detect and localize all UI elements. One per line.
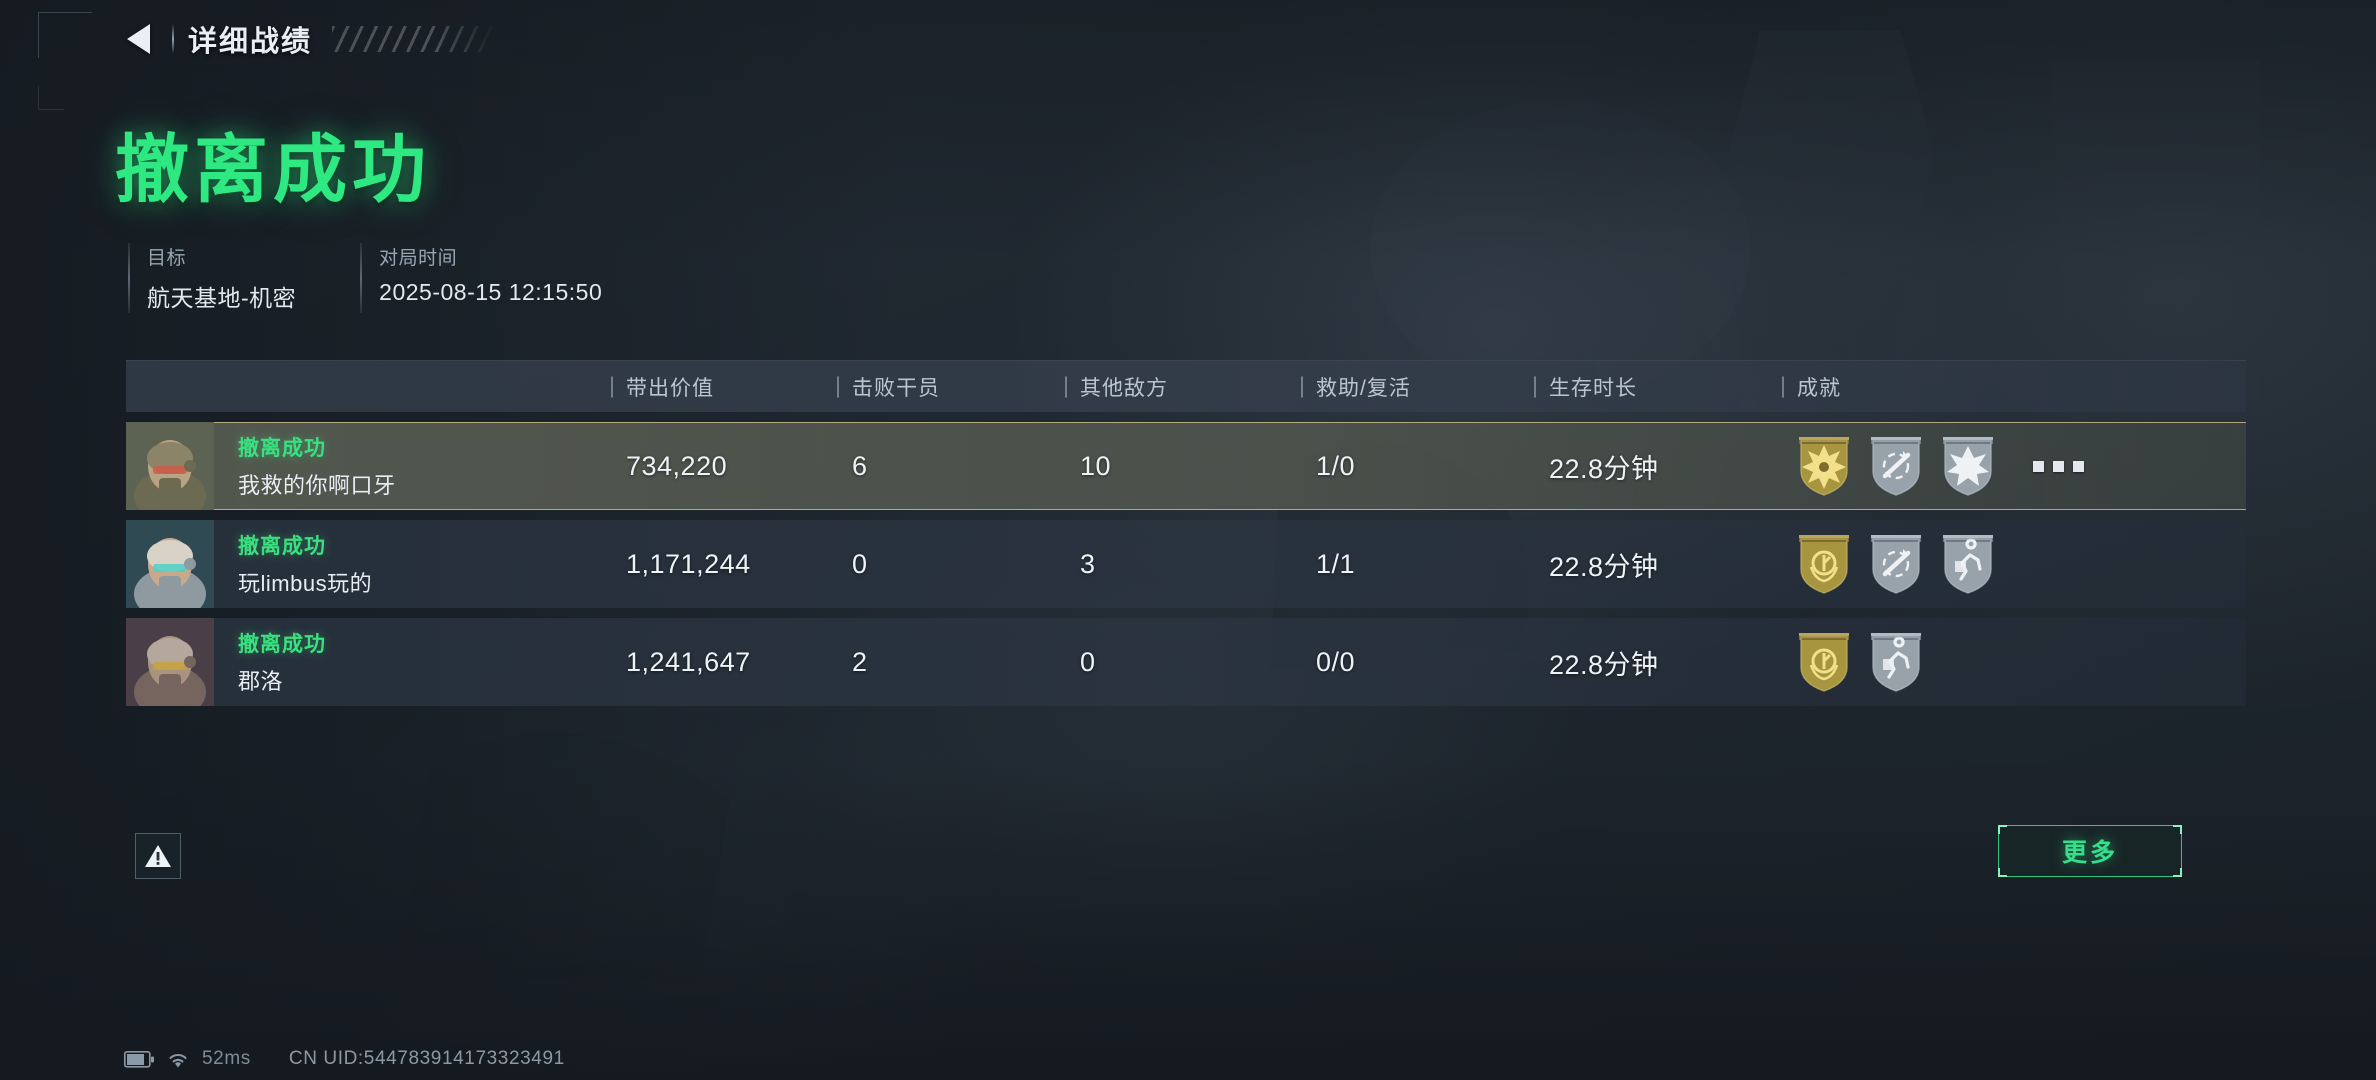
status-badge: 撤离成功 (238, 633, 326, 656)
more-options-icon[interactable] (2033, 460, 2084, 472)
more-button-label: 更多 (2061, 839, 2118, 867)
meta-objective: 目标 航天基地-机密 (128, 243, 296, 313)
status-badge: 撤离成功 (238, 535, 326, 558)
scoreboard-table: 带出价值 击败干员 其他敌方 救助/复活 生存时长 成就 撤离成功 我救的你啊口… (126, 360, 2246, 706)
silver-weapon-badge[interactable] (1869, 435, 1923, 497)
cell-survival-time: 22.8分钟 (1549, 551, 1659, 582)
player-name: 玩limbus玩的 (238, 571, 373, 596)
cell-achievements (1797, 435, 2246, 497)
player-cell: 撤离成功 我救的你啊口牙 (126, 422, 626, 510)
table-row[interactable]: 撤离成功 玩limbus玩的 1,171,244 0 3 1/1 22.8分钟 (126, 520, 2246, 608)
corner-decoration (38, 12, 92, 58)
result-title: 撤离成功 (115, 128, 431, 211)
status-bar: 52ms CN UID:544783914173323491 (124, 1048, 565, 1070)
corner-accent (1998, 825, 2007, 834)
page-title: 详细战绩 (188, 26, 313, 58)
cell-survival-time: 22.8分钟 (1549, 649, 1659, 680)
match-time-value: 2025-08-15 12:15:50 (379, 279, 603, 305)
uid-value: CN UID:544783914173323491 (288, 1048, 565, 1069)
avatar (126, 422, 214, 510)
cell-assist-revive: 1/0 (1316, 450, 1356, 481)
table-row[interactable]: 撤离成功 郡洛 1,241,647 2 0 0/0 22.8分钟 (126, 618, 2246, 706)
table-body: 撤离成功 我救的你啊口牙 734,220 6 10 1/0 22.8分钟 (126, 422, 2246, 706)
avatar (126, 618, 214, 706)
meta-spacer (296, 243, 360, 313)
silver-blast-badge[interactable] (1941, 435, 1995, 497)
cell-operator-kills: 0 (852, 548, 868, 579)
column-header-assist: 救助/复活 (1316, 372, 1549, 402)
silver-weapon-badge[interactable] (1869, 533, 1923, 595)
back-arrow-icon[interactable] (120, 19, 158, 59)
player-cell: 撤离成功 郡洛 (126, 618, 626, 706)
cell-survival-time: 22.8分钟 (1549, 453, 1659, 484)
corner-decoration-secondary (38, 86, 64, 110)
corner-accent (2173, 868, 2182, 877)
player-name: 我救的你啊口牙 (238, 473, 396, 498)
column-header-time: 生存时长 (1549, 372, 1797, 402)
header-divider (172, 24, 174, 54)
cell-extracted-value: 734,220 (626, 450, 728, 481)
header-hatch-decoration (332, 26, 498, 52)
meta-divider (128, 243, 130, 313)
wifi-icon (169, 1053, 187, 1067)
gray-runner-badge[interactable] (1869, 631, 1923, 693)
ping-value: 52ms (202, 1048, 251, 1069)
column-header-value: 带出价值 (626, 372, 852, 402)
meta-time: 对局时间 2025-08-15 12:15:50 (360, 243, 602, 313)
column-header-kills: 击败干员 (852, 372, 1080, 402)
gray-runner-badge[interactable] (1941, 533, 1995, 595)
match-meta: 目标 航天基地-机密 对局时间 2025-08-15 12:15:50 (128, 243, 602, 313)
cell-assist-revive: 0/0 (1316, 646, 1356, 677)
objective-value: 航天基地-机密 (147, 285, 297, 311)
gold-laurel-badge[interactable] (1797, 533, 1851, 595)
column-header-other: 其他敌方 (1080, 372, 1316, 402)
table-header-row: 带出价值 击败干员 其他敌方 救助/复活 生存时长 成就 (126, 360, 2246, 412)
cell-operator-kills: 2 (852, 646, 868, 677)
cell-assist-revive: 1/1 (1316, 548, 1356, 579)
objective-label: 目标 (147, 248, 187, 269)
cell-achievements (1797, 631, 2246, 693)
cell-other-enemies: 0 (1080, 646, 1096, 677)
table-row[interactable]: 撤离成功 我救的你啊口牙 734,220 6 10 1/0 22.8分钟 (126, 422, 2246, 510)
cell-operator-kills: 6 (852, 450, 868, 481)
corner-accent (2173, 825, 2182, 834)
cell-other-enemies: 10 (1080, 450, 1112, 481)
header-bar: 详细战绩 (120, 18, 498, 60)
more-button[interactable]: 更多 (1998, 825, 2182, 877)
corner-accent (1998, 868, 2007, 877)
cell-extracted-value: 1,241,647 (626, 646, 751, 677)
column-header-achievements: 成就 (1797, 372, 2246, 402)
avatar (126, 520, 214, 608)
meta-divider (360, 243, 363, 313)
battery-icon (124, 1050, 154, 1068)
report-button[interactable] (135, 833, 181, 879)
cell-extracted-value: 1,171,244 (626, 548, 751, 579)
gold-laurel-badge[interactable] (1797, 631, 1851, 693)
player-cell: 撤离成功 玩limbus玩的 (126, 520, 626, 608)
warning-triangle-icon (145, 845, 171, 867)
player-name: 郡洛 (238, 669, 284, 694)
status-badge: 撤离成功 (238, 437, 326, 460)
match-time-label: 对局时间 (379, 248, 458, 269)
gold-starburst-badge[interactable] (1797, 435, 1851, 497)
cell-achievements (1797, 533, 2246, 595)
cell-other-enemies: 3 (1080, 548, 1096, 579)
